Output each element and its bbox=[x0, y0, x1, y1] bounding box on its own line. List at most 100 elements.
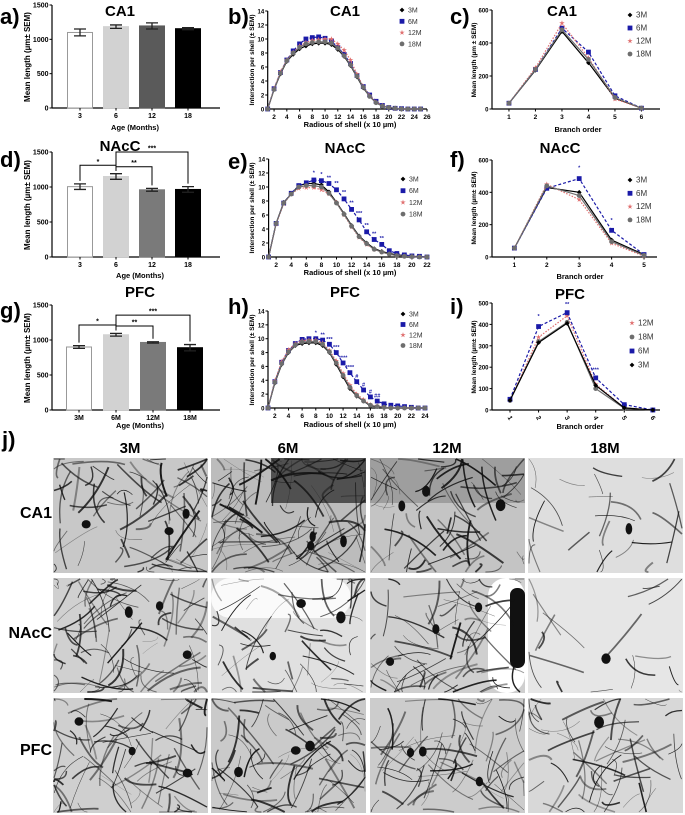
dendrite bbox=[275, 516, 301, 570]
dendrite bbox=[192, 467, 208, 484]
micrograph-nacc-12m bbox=[370, 578, 525, 693]
data-point bbox=[386, 251, 392, 257]
dendrite bbox=[246, 784, 254, 809]
dendrite bbox=[630, 655, 636, 689]
data-point bbox=[612, 95, 618, 100]
dendrite bbox=[311, 485, 334, 532]
dendrite bbox=[326, 540, 340, 563]
dendrite bbox=[252, 690, 281, 693]
significance-label: ** bbox=[334, 181, 339, 187]
dendrite bbox=[219, 755, 241, 810]
dendrite bbox=[624, 734, 644, 752]
dendrite bbox=[373, 503, 395, 508]
neuron-soma bbox=[432, 624, 440, 634]
dendrite bbox=[313, 737, 329, 749]
dendrite bbox=[252, 787, 268, 793]
series-line bbox=[508, 28, 642, 109]
dendrite bbox=[75, 623, 81, 641]
series-3m bbox=[265, 40, 424, 112]
dendrite bbox=[135, 479, 165, 510]
dendrite bbox=[99, 734, 116, 787]
dendrite bbox=[652, 511, 683, 535]
dendrite bbox=[396, 658, 446, 683]
y-tick-label: 1500 bbox=[33, 3, 49, 10]
dendrite bbox=[356, 537, 366, 564]
dendrite bbox=[111, 748, 127, 789]
dendrite bbox=[211, 544, 264, 550]
dendrite bbox=[150, 484, 190, 525]
dendrite bbox=[179, 492, 186, 552]
dendrite bbox=[340, 721, 344, 742]
data-point bbox=[327, 341, 332, 347]
panel-label-j: j) bbox=[2, 427, 16, 452]
dendrite bbox=[579, 775, 607, 791]
legend-label: 6M bbox=[638, 347, 649, 356]
dendrite bbox=[561, 700, 605, 721]
dendrite bbox=[548, 785, 565, 813]
dendrite bbox=[336, 471, 366, 480]
x-tick-label: 5 bbox=[613, 114, 617, 121]
chart-title: CA1 bbox=[105, 3, 135, 20]
data-point bbox=[326, 190, 332, 196]
dendrite bbox=[219, 528, 225, 544]
dendrite bbox=[341, 713, 362, 736]
dendrite bbox=[174, 804, 181, 813]
bar bbox=[139, 25, 165, 109]
neuron-soma bbox=[124, 606, 133, 618]
dendrite bbox=[211, 517, 247, 530]
neuron-soma bbox=[81, 520, 91, 529]
data-point bbox=[533, 67, 538, 72]
x-tick-label: 14 bbox=[353, 413, 361, 420]
dendrite bbox=[644, 561, 654, 573]
dendrite bbox=[299, 635, 326, 642]
dendrite bbox=[173, 795, 197, 813]
data-point bbox=[576, 193, 582, 198]
dendrite bbox=[228, 506, 244, 516]
dendrite bbox=[476, 698, 485, 703]
dendrite bbox=[461, 578, 481, 584]
data-point bbox=[650, 407, 656, 413]
dendrite bbox=[100, 578, 117, 616]
dendrite bbox=[265, 464, 279, 503]
x-tick-label: 5 bbox=[642, 262, 646, 269]
dendrite bbox=[129, 471, 147, 480]
dendrite bbox=[223, 468, 265, 478]
dendrite bbox=[456, 533, 504, 564]
significance-label: **** bbox=[346, 365, 355, 371]
error-bar bbox=[73, 344, 85, 350]
dendrite bbox=[446, 517, 452, 534]
bar bbox=[139, 189, 165, 258]
y-axis-label: Mean length (µm± SEM) bbox=[23, 160, 32, 250]
micrograph-pfc-18m bbox=[528, 698, 683, 813]
dendrite bbox=[652, 458, 676, 482]
dendrite bbox=[319, 629, 343, 638]
data-point bbox=[347, 384, 353, 390]
dendrite bbox=[159, 462, 168, 497]
x-tick-label: 6 bbox=[114, 113, 118, 120]
dendrite bbox=[307, 643, 311, 676]
y-axis-label: Mean length (µm± SEM) bbox=[471, 171, 478, 244]
y-tick-label: 4 bbox=[261, 379, 265, 385]
dendrite bbox=[221, 578, 265, 586]
dendrite bbox=[263, 521, 281, 544]
chart-title: PFC bbox=[125, 284, 155, 301]
neuron-soma bbox=[386, 657, 395, 666]
x-tick-label: 2 bbox=[545, 262, 549, 269]
data-point bbox=[511, 245, 517, 251]
dendrite bbox=[622, 743, 672, 764]
dendrite bbox=[157, 612, 172, 626]
dendrite bbox=[572, 758, 626, 777]
dendrite bbox=[284, 669, 298, 693]
data-point bbox=[297, 45, 302, 50]
chart-a: a) CA1 Age (Months) Mean length (µm± SEM) 0 5… bbox=[0, 3, 220, 132]
neuron-soma bbox=[422, 485, 431, 497]
dendrite bbox=[218, 547, 228, 571]
data-point bbox=[334, 200, 339, 206]
dendrite bbox=[370, 467, 378, 496]
dendrite bbox=[503, 752, 509, 792]
dendrite bbox=[498, 715, 516, 723]
dendrite bbox=[195, 708, 208, 711]
dendrite bbox=[462, 667, 485, 678]
bar bbox=[67, 186, 93, 258]
chart-f: f) NAcC Branch order Mean length (µm± SEM) 0… bbox=[450, 140, 657, 281]
